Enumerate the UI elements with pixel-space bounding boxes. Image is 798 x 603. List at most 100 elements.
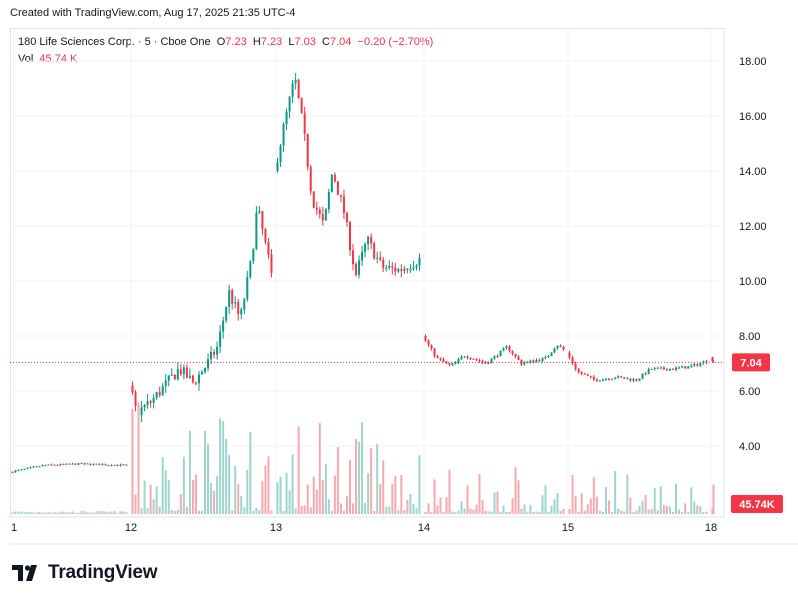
volume-bar bbox=[601, 511, 604, 514]
volume-bar bbox=[38, 511, 41, 514]
volume-bar bbox=[56, 512, 59, 514]
candle-body bbox=[119, 464, 122, 466]
high-label: H bbox=[252, 36, 261, 48]
volume-bar bbox=[556, 492, 559, 514]
candle-body bbox=[379, 257, 382, 260]
candle-body bbox=[580, 372, 583, 374]
candle-body bbox=[678, 367, 681, 369]
candle-body bbox=[80, 463, 83, 465]
candle-body bbox=[690, 365, 693, 367]
candle-body bbox=[481, 361, 484, 363]
candle-body bbox=[684, 366, 687, 369]
tradingview-logo[interactable]: TradingView bbox=[12, 562, 158, 584]
candle-body bbox=[143, 405, 146, 408]
candle-body bbox=[412, 267, 415, 269]
candle-body bbox=[454, 362, 457, 364]
candle-body bbox=[523, 362, 526, 365]
candle-body bbox=[511, 351, 514, 355]
volume-bar bbox=[68, 512, 71, 514]
candle-body bbox=[442, 359, 445, 362]
volume-bar bbox=[98, 511, 101, 514]
candle-body bbox=[711, 357, 714, 362]
chart-credit: Created with TradingView.com, Aug 17, 20… bbox=[10, 7, 296, 19]
candle-body bbox=[140, 407, 143, 416]
volume-bar bbox=[188, 430, 191, 514]
volume-bar bbox=[394, 475, 397, 514]
candle-body bbox=[562, 346, 565, 350]
volume-bar bbox=[589, 498, 592, 514]
volume-bar bbox=[113, 511, 116, 514]
candle-body bbox=[574, 363, 577, 370]
volume-bar bbox=[364, 503, 367, 514]
candle-body bbox=[415, 265, 418, 268]
volume-bar bbox=[475, 504, 478, 514]
volume-bar bbox=[635, 510, 638, 514]
candle-body bbox=[608, 378, 611, 380]
last-price-badge bbox=[732, 353, 770, 372]
candle-body bbox=[155, 392, 158, 398]
candle-body bbox=[14, 470, 17, 473]
volume-bar bbox=[35, 512, 38, 514]
candle-body bbox=[318, 209, 321, 215]
candle-body bbox=[532, 360, 535, 363]
volume-bar bbox=[122, 511, 125, 514]
candle-body bbox=[200, 372, 203, 375]
volume-bar bbox=[318, 423, 321, 514]
candle-body bbox=[538, 360, 541, 362]
volume-bar bbox=[403, 510, 406, 514]
volume-bar bbox=[457, 510, 460, 514]
candle-body bbox=[71, 463, 74, 465]
candle-body bbox=[508, 346, 511, 352]
candle-body bbox=[125, 464, 128, 466]
volume-bar bbox=[415, 508, 418, 514]
volume-bar bbox=[687, 511, 690, 514]
candle-body bbox=[430, 344, 433, 349]
volume-bar bbox=[330, 510, 333, 514]
volume-bar bbox=[255, 507, 258, 514]
time-tick-label: 12 bbox=[125, 522, 137, 534]
volume-bar bbox=[231, 510, 234, 514]
volume-bar bbox=[14, 511, 17, 514]
candle-body bbox=[122, 464, 125, 466]
candle-body bbox=[83, 463, 86, 465]
candle-body bbox=[89, 463, 92, 465]
candle-body bbox=[11, 472, 14, 474]
candle-body bbox=[529, 360, 532, 362]
candle-body bbox=[650, 368, 653, 370]
volume-bar bbox=[617, 508, 620, 514]
candle-body bbox=[164, 380, 167, 387]
candle-body bbox=[270, 254, 273, 273]
volume-bar bbox=[690, 487, 693, 514]
volume-bar bbox=[409, 493, 412, 514]
candle-body bbox=[514, 354, 517, 357]
symbol-name[interactable]: 180 Life Sciences Corp. · 5 · Cboe One bbox=[18, 36, 211, 48]
volume-bar bbox=[167, 480, 170, 514]
candle-body bbox=[457, 358, 460, 363]
volume-label[interactable]: Vol bbox=[18, 53, 34, 65]
candle-body bbox=[647, 368, 650, 375]
volume-bar bbox=[391, 483, 394, 514]
candle-body bbox=[424, 336, 427, 341]
volume-bar bbox=[553, 499, 556, 514]
candle-body bbox=[225, 306, 228, 321]
volume-bar bbox=[95, 511, 98, 514]
candle-body bbox=[406, 268, 409, 270]
candle-body bbox=[219, 331, 222, 347]
close-value: 7.04 bbox=[329, 36, 352, 48]
volume-bar bbox=[104, 511, 107, 514]
candle-body bbox=[345, 213, 348, 222]
candle-body bbox=[460, 357, 463, 359]
candle-body bbox=[571, 357, 574, 364]
volume-bar bbox=[668, 506, 671, 514]
candle-body bbox=[541, 357, 544, 361]
volume-bar bbox=[282, 510, 285, 514]
candle-body bbox=[623, 377, 626, 379]
volume-bar bbox=[580, 493, 583, 514]
candle-body bbox=[550, 352, 553, 357]
volume-bar bbox=[442, 511, 445, 514]
volume-bar bbox=[463, 508, 466, 514]
candle-body bbox=[352, 250, 355, 265]
price-tick-label: 18.00 bbox=[739, 56, 767, 68]
volume-bar bbox=[481, 499, 484, 514]
